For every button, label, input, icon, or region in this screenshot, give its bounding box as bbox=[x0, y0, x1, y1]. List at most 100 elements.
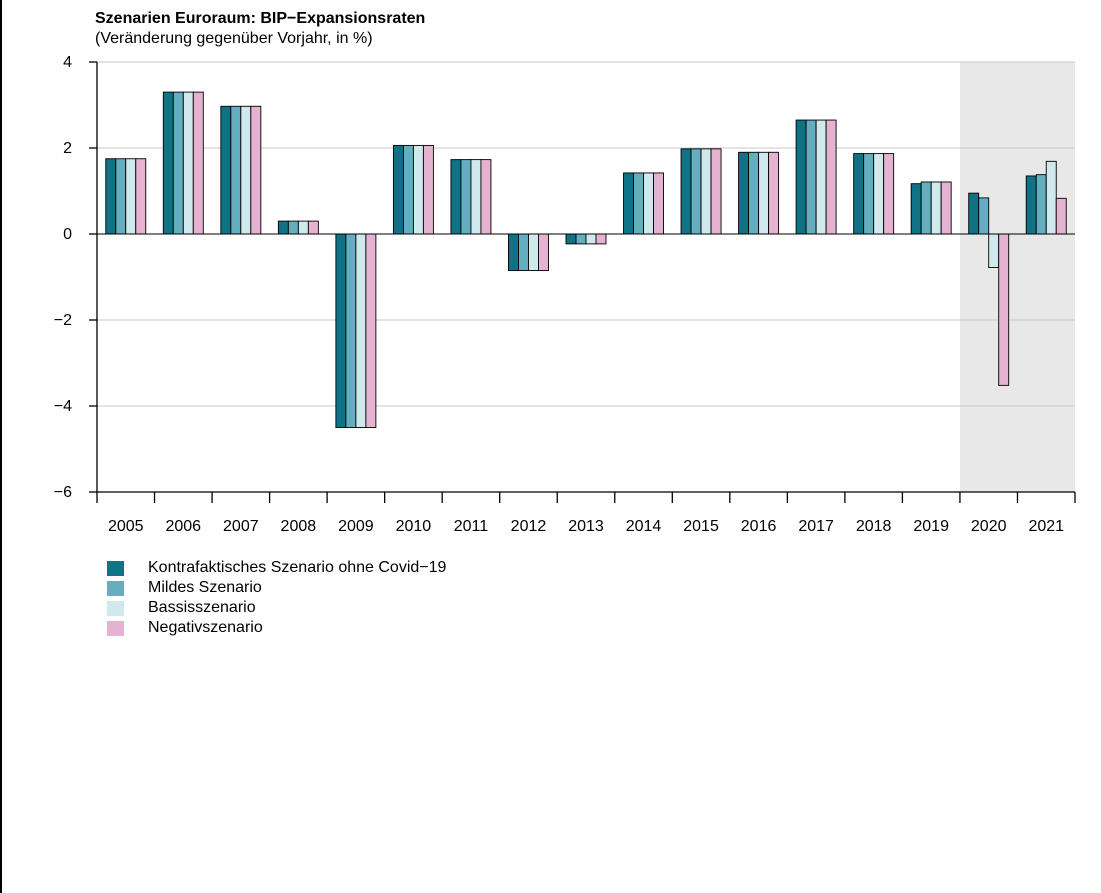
bar bbox=[853, 153, 865, 235]
bar bbox=[595, 233, 607, 245]
bar bbox=[758, 151, 770, 235]
bar bbox=[575, 233, 587, 245]
bar bbox=[748, 151, 760, 235]
bar bbox=[738, 151, 750, 235]
bar bbox=[220, 105, 232, 235]
x-tick-label: 2019 bbox=[913, 518, 949, 535]
bar bbox=[250, 105, 262, 235]
legend-item: Kontrafaktisches Szenario ohne Covid−19 bbox=[107, 558, 446, 578]
bar bbox=[480, 159, 492, 235]
x-tick-label: 2012 bbox=[511, 518, 547, 535]
bar bbox=[345, 233, 357, 428]
x-tick-label: 2015 bbox=[683, 518, 719, 535]
page-left-border bbox=[0, 0, 2, 893]
bar bbox=[115, 158, 127, 235]
bar bbox=[240, 105, 252, 235]
y-tick-label: 2 bbox=[63, 140, 72, 157]
legend-label: Mildes Szenario bbox=[148, 579, 262, 596]
bar bbox=[565, 233, 577, 245]
bar bbox=[162, 91, 174, 235]
bar bbox=[528, 233, 539, 271]
bar bbox=[795, 119, 807, 235]
bar bbox=[710, 148, 722, 235]
bar bbox=[1055, 197, 1067, 235]
axes-layer: 4 2 0 −2 −4 −6 2005 2006 2007 2008 2009 2010 2011 201… bbox=[54, 54, 1076, 535]
y-tick-label: 4 bbox=[63, 54, 72, 71]
bar bbox=[1045, 160, 1057, 235]
legend-item: Negativszenario bbox=[107, 618, 446, 638]
bar bbox=[988, 233, 1000, 268]
bar bbox=[172, 91, 184, 235]
bar bbox=[192, 91, 204, 235]
bar bbox=[920, 181, 932, 235]
x-tick-label: 2007 bbox=[223, 518, 259, 535]
bar bbox=[297, 220, 309, 235]
x-tick-label: 2013 bbox=[568, 518, 604, 535]
bar bbox=[968, 192, 980, 235]
bar bbox=[392, 144, 404, 235]
bar bbox=[690, 148, 702, 235]
legend-label: Negativszenario bbox=[148, 619, 263, 636]
legend: Kontrafaktisches Szenario ohne Covid−19 M… bbox=[107, 558, 446, 638]
bar bbox=[930, 181, 942, 235]
x-tick-label: 2006 bbox=[165, 518, 201, 535]
bar bbox=[230, 105, 242, 235]
bar bbox=[680, 148, 692, 235]
x-tick-label: 2005 bbox=[108, 518, 144, 535]
bar bbox=[643, 172, 654, 235]
bar bbox=[623, 172, 634, 235]
bar bbox=[653, 172, 664, 235]
bar bbox=[470, 159, 482, 235]
bar bbox=[508, 233, 519, 271]
bar bbox=[883, 153, 895, 235]
chart-title: Szenarien Euroraum: BIP−Expansionsraten bbox=[95, 10, 426, 27]
bar bbox=[538, 233, 549, 271]
bar bbox=[182, 91, 194, 235]
shaded-region-layer bbox=[959, 62, 1075, 492]
legend-swatch bbox=[107, 600, 124, 616]
x-tick-label: 2021 bbox=[1028, 518, 1064, 535]
x-tick-label: 2009 bbox=[338, 518, 374, 535]
y-tick-label: 0 bbox=[63, 226, 72, 243]
bar bbox=[402, 144, 414, 235]
x-tick-label: 2010 bbox=[396, 518, 432, 535]
bar bbox=[287, 220, 299, 235]
bar-chart: 4 2 0 −2 −4 −6 2005 2006 2007 2008 2009 2010 2011 201… bbox=[54, 54, 1076, 535]
bar bbox=[978, 197, 990, 235]
bar bbox=[825, 119, 837, 235]
x-tick-label: 2017 bbox=[798, 518, 834, 535]
bar bbox=[815, 119, 827, 235]
bar bbox=[460, 159, 472, 235]
bar bbox=[1025, 175, 1037, 235]
bar bbox=[805, 119, 817, 235]
bar bbox=[422, 144, 434, 235]
legend-item: Bassisszenario bbox=[107, 598, 446, 618]
bar bbox=[633, 172, 644, 235]
bar bbox=[863, 153, 875, 235]
x-tick-label: 2008 bbox=[281, 518, 317, 535]
bars-layer bbox=[105, 91, 1067, 428]
legend-swatch bbox=[107, 580, 124, 596]
bar bbox=[277, 220, 289, 235]
bar bbox=[940, 181, 952, 235]
bar bbox=[518, 233, 529, 271]
x-tick-label: 2020 bbox=[971, 518, 1007, 535]
legend-swatch bbox=[107, 560, 124, 576]
y-tick-label: −6 bbox=[54, 484, 72, 501]
bar bbox=[998, 233, 1010, 386]
bar bbox=[412, 144, 424, 235]
x-tick-label: 2018 bbox=[856, 518, 892, 535]
bar bbox=[135, 158, 147, 235]
legend-item: Mildes Szenario bbox=[107, 578, 446, 598]
legend-label: Bassisszenario bbox=[148, 599, 256, 616]
x-tick-label: 2014 bbox=[626, 518, 662, 535]
bar bbox=[105, 158, 117, 235]
x-tick-label: 2011 bbox=[454, 518, 489, 535]
bar bbox=[910, 183, 922, 235]
bar bbox=[335, 233, 347, 428]
chart-subtitle: (Veränderung gegenüber Vorjahr, in %) bbox=[95, 30, 373, 47]
y-tick-label: −4 bbox=[54, 398, 72, 415]
bar bbox=[585, 233, 597, 245]
bar bbox=[355, 233, 367, 428]
forecast-shaded-region bbox=[959, 62, 1075, 492]
